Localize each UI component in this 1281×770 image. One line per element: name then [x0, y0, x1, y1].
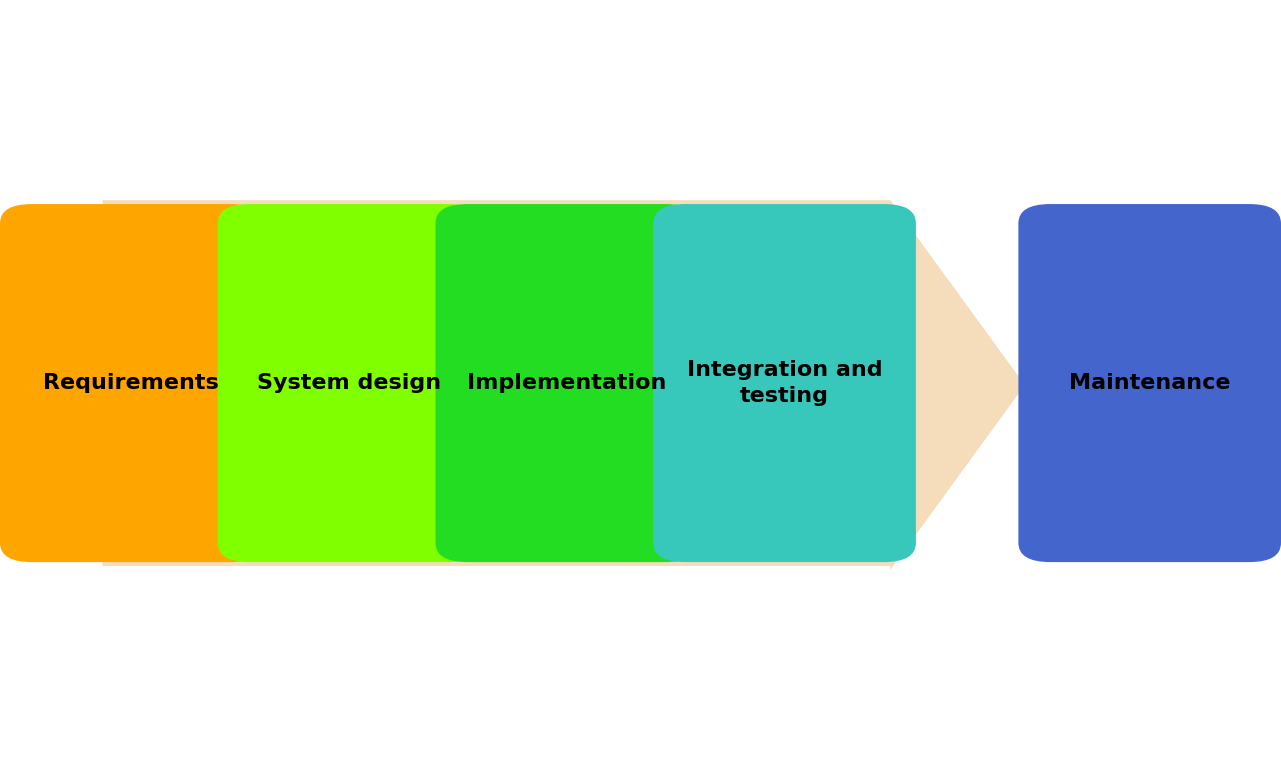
Text: Implementation: Implementation: [468, 373, 666, 393]
Text: Integration and
testing: Integration and testing: [687, 360, 883, 407]
FancyBboxPatch shape: [1018, 204, 1281, 562]
Text: System design: System design: [257, 373, 441, 393]
Text: Maintenance: Maintenance: [1068, 373, 1231, 393]
Text: Requirements: Requirements: [44, 373, 219, 393]
FancyBboxPatch shape: [0, 204, 263, 562]
FancyBboxPatch shape: [218, 204, 480, 562]
FancyBboxPatch shape: [436, 204, 698, 562]
Polygon shape: [102, 200, 1025, 570]
FancyBboxPatch shape: [653, 204, 916, 562]
